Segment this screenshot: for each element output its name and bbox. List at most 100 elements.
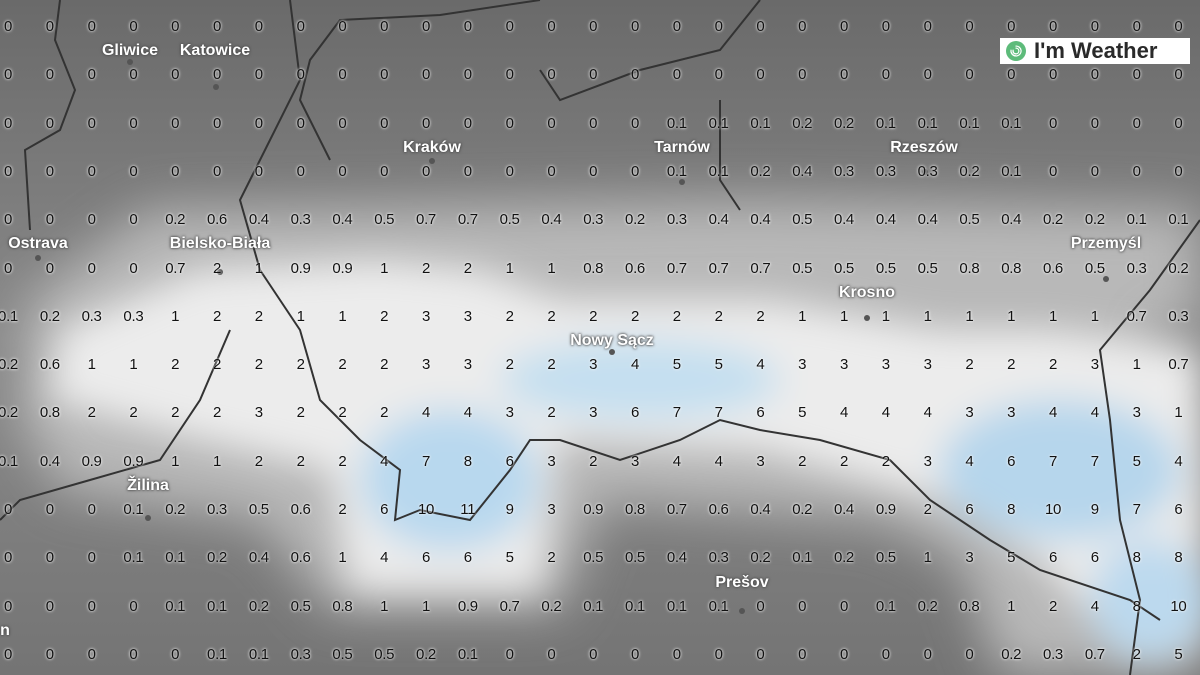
grid-value: 6 [380,501,389,518]
grid-value: 0.3 [207,501,227,518]
grid-value: 6 [1007,452,1016,470]
grid-value: 0 [338,162,347,180]
grid-value: 0 [630,162,640,180]
city-label: Katowice [179,42,251,59]
grid-value: 6 [756,404,765,422]
grid-value: 0 [714,66,723,84]
grid-value: 0 [3,162,13,180]
city-marker-icon [739,608,745,614]
grid-value: 3 [1132,404,1141,422]
grid-value: 2 [212,404,222,422]
grid-value: 0 [1132,162,1141,180]
grid-value: 0.2 [1043,211,1063,229]
grid-value: 0.1 [708,597,729,615]
grid-value: 2 [338,501,347,518]
grid-value: 7 [1048,452,1058,470]
grid-value: 4 [1174,452,1183,470]
grid-value: 0.6 [625,259,645,277]
grid-value: 0.4 [248,211,269,229]
grid-value: 3 [881,356,890,374]
grid-value: 4 [756,356,765,374]
grid-value: 9 [1090,501,1099,518]
grid-value: 2 [171,356,180,374]
grid-value: 7 [714,404,723,422]
grid-value: 0.2 [0,404,18,422]
grid-value: 0 [87,259,96,277]
grid-value: 1 [338,307,347,325]
grid-value: 8 [1132,597,1141,615]
grid-value: 0 [798,597,807,615]
grid-value: 0.1 [207,597,227,615]
grid-value: 0.9 [583,501,604,518]
grid-value: 0.5 [248,501,269,518]
grid-value: 0 [630,66,640,84]
grid-value: 7 [1090,452,1099,470]
grid-value: 0.8 [39,404,60,422]
grid-value: 0.3 [666,211,687,229]
grid-value: 0.9 [81,452,102,470]
grid-value: 0.3 [1168,307,1189,325]
grid-value: 0 [45,66,54,84]
grid-value: 0 [589,162,598,180]
grid-value: 2 [630,307,640,325]
grid-value: 0.4 [39,452,60,470]
city-label: Krosno [839,284,895,301]
grid-value: 0.4 [708,211,729,229]
grid-value: 2 [296,404,305,422]
grid-value: 3 [965,549,974,567]
city-label: Tarnów [654,139,710,156]
grid-value: 0.1 [625,597,645,615]
grid-value: 0 [254,114,263,132]
grid-value: 0 [380,66,389,84]
grid-value: 5 [505,549,514,567]
grid-value: 0 [1132,66,1141,84]
grid-value: 0 [3,211,13,229]
grid-value: 0.6 [708,501,729,518]
grid-value: 0.3 [81,307,102,325]
grid-value: 0.3 [1043,645,1063,663]
grid-value: 0 [45,18,54,35]
grid-value: 0 [1132,114,1141,132]
city-marker-icon [609,349,615,355]
grid-value: 0 [338,66,347,84]
grid-value: 0.5 [959,211,980,229]
grid-value: 2 [380,356,389,374]
grid-value: 3 [547,452,556,470]
grid-value: 0.6 [290,501,311,518]
grid-value: 0.2 [248,597,269,615]
grid-value: 5 [714,356,723,374]
grid-value: 0 [839,18,849,35]
grid-value: 0 [380,18,389,35]
grid-value: 0.5 [332,645,353,663]
grid-value: 0 [839,597,849,615]
grid-value: 0.8 [583,259,604,277]
grid-value: 0.5 [917,259,938,277]
grid-value: 0 [672,645,681,663]
grid-value: 2 [212,259,222,277]
grid-value: 3 [421,356,431,374]
grid-value: 1 [380,597,389,615]
grid-value: 0 [87,114,96,132]
grid-value: 0.1 [708,162,729,180]
grid-value: 7 [1132,501,1141,518]
grid-value: 0.6 [290,549,311,567]
grid-value: 0.1 [207,645,227,663]
grid-value: 6 [630,404,640,422]
grid-value: 2 [254,452,263,470]
grid-value: 0 [212,66,222,84]
grid-value: 0.4 [792,162,813,180]
grid-value: 0 [505,162,514,180]
grid-value: 0 [3,549,13,567]
grid-value: 0.7 [1126,307,1147,325]
grid-value: 2 [923,501,932,518]
grid-value: 4 [463,404,472,422]
grid-value: 0 [87,645,96,663]
grid-value: 0 [87,549,96,567]
grid-value: 3 [463,307,472,325]
grid-value: 0 [1048,18,1058,35]
grid-value: 0.3 [123,307,144,325]
grid-value: 0 [672,18,681,35]
grid-value: 0.7 [1168,356,1189,374]
grid-value: 4 [672,452,681,470]
